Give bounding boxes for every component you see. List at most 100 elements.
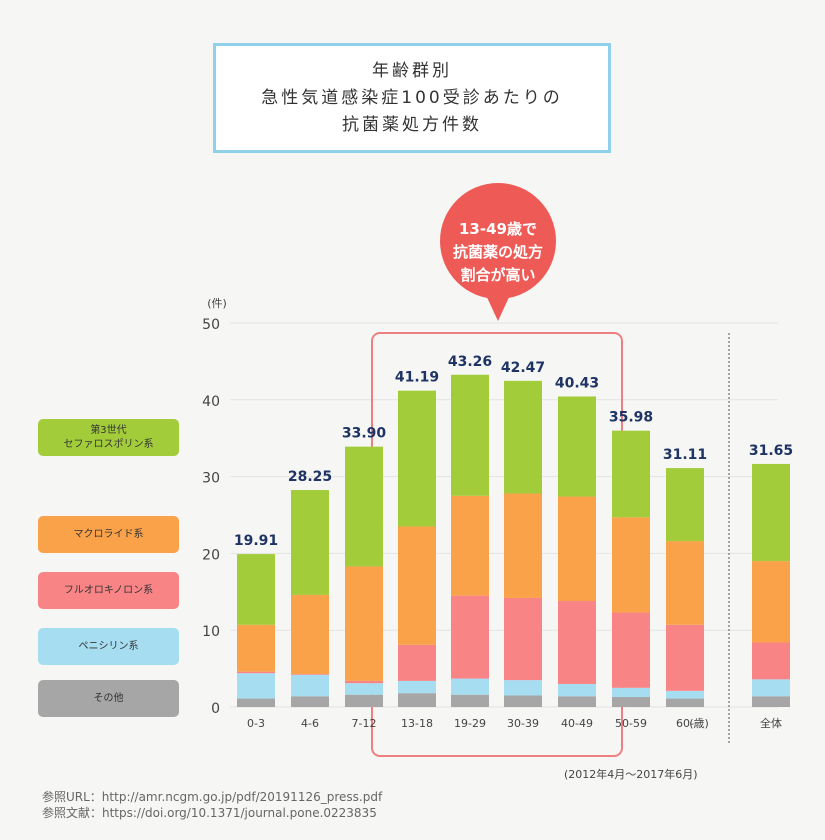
bar-segment-fluoroquinolone bbox=[612, 612, 650, 688]
bar-segment-macrolide bbox=[237, 624, 275, 672]
legend-macrolide: マクロライド系 bbox=[38, 516, 179, 553]
bar-segment-other bbox=[345, 694, 383, 707]
x-tick-label: 4-6 bbox=[301, 717, 319, 730]
x-tick-label: 60- bbox=[676, 717, 694, 730]
legend-penicillin-label: ペニシリン系 bbox=[78, 640, 139, 652]
callout-line-2: 抗菌薬の処方 bbox=[452, 243, 543, 261]
bar-segment-penicillin bbox=[451, 678, 489, 695]
bar-segment-fluoroquinolone bbox=[752, 642, 790, 680]
bar-segment-cephalosporin bbox=[291, 490, 329, 595]
bar-segment-cephalosporin bbox=[558, 396, 596, 497]
callout-text: 13-49歳で 抗菌薬の処方 割合が高い bbox=[423, 218, 573, 287]
x-tick-label: 7-12 bbox=[352, 717, 377, 730]
bar-segment-cephalosporin bbox=[451, 374, 489, 496]
bar-total-label: 41.19 bbox=[395, 370, 439, 386]
bar-segment-fluoroquinolone bbox=[345, 680, 383, 684]
bar-segment-other bbox=[291, 696, 329, 707]
legend-cephalosporin: 第3世代 セファロスポリン系 bbox=[38, 419, 179, 456]
bar-segment-other bbox=[451, 694, 489, 707]
bar-segment-penicillin bbox=[398, 680, 436, 694]
y-tick-label: 20 bbox=[202, 547, 220, 563]
bar-segment-fluoroquinolone bbox=[237, 671, 275, 674]
x-tick-label: 30-39 bbox=[507, 717, 539, 730]
bar-segment-macrolide bbox=[398, 526, 436, 645]
source-reference: 参照文献：https://doi.org/10.1371/journal.pon… bbox=[42, 806, 377, 820]
x-axis-unit: (歳) bbox=[689, 717, 709, 730]
bar-segment-other bbox=[398, 693, 436, 707]
bar-segment-cephalosporin bbox=[237, 554, 275, 625]
legend-fluoroquinolone: フルオロキノロン系 bbox=[38, 572, 179, 609]
bar-segment-penicillin bbox=[752, 679, 790, 697]
legend-other: その他 bbox=[38, 680, 179, 717]
bar-segment-macrolide bbox=[345, 566, 383, 681]
bar-segment-penicillin bbox=[666, 690, 704, 699]
bar-segment-cephalosporin bbox=[752, 463, 790, 562]
y-tick-label: 10 bbox=[202, 624, 220, 640]
bar-segment-penicillin bbox=[291, 674, 329, 697]
bar-segment-macrolide bbox=[558, 496, 596, 602]
legend-cephalosporin-line-2: セファロスポリン系 bbox=[63, 438, 154, 450]
bar-total-label: 19.91 bbox=[234, 533, 278, 549]
source-url: 参照URL：http://amr.ncgm.go.jp/pdf/20191126… bbox=[42, 790, 383, 804]
bar-segment-cephalosporin bbox=[504, 380, 542, 494]
bar-segment-fluoroquinolone bbox=[666, 624, 704, 691]
bar-segment-penicillin bbox=[237, 673, 275, 699]
y-axis-label: (件) bbox=[207, 297, 227, 310]
bar-segment-fluoroquinolone bbox=[398, 644, 436, 681]
legend-fluoroquinolone-label: フルオロキノロン系 bbox=[63, 584, 154, 596]
x-tick-label: 40-49 bbox=[561, 717, 593, 730]
bar-segment-other bbox=[666, 698, 704, 707]
chart-title-box: 年齢群別 急性気道感染症100受診あたりの 抗菌薬処方件数 bbox=[213, 43, 611, 153]
bar-total-label: 33.90 bbox=[342, 426, 387, 442]
bar-total-label: 40.43 bbox=[555, 375, 599, 391]
bar-segment-cephalosporin bbox=[345, 446, 383, 567]
bar-total-label: 28.25 bbox=[288, 469, 332, 485]
x-tick-label: 13-18 bbox=[401, 717, 433, 730]
bar-segment-penicillin bbox=[558, 683, 596, 697]
bar-segment-penicillin bbox=[504, 680, 542, 696]
bar-total-label: 31.65 bbox=[749, 443, 793, 459]
bar-total-label: 42.47 bbox=[501, 360, 545, 376]
chart-title-line-2: 急性気道感染症100受診あたりの bbox=[261, 87, 563, 108]
callout-line-1: 13-49歳で bbox=[459, 220, 537, 238]
callout-line-3: 割合が高い bbox=[460, 266, 536, 284]
bar-segment-cephalosporin bbox=[612, 430, 650, 518]
bar-total-label: 43.26 bbox=[448, 354, 492, 370]
callout-bubble bbox=[440, 183, 556, 321]
legend-macrolide-label: マクロライド系 bbox=[73, 528, 144, 540]
bar-segment-macrolide bbox=[752, 561, 790, 643]
bar-total-label: 35.98 bbox=[609, 410, 653, 426]
bar-segment-other bbox=[504, 695, 542, 707]
bar-segment-fluoroquinolone bbox=[291, 673, 329, 675]
y-tick-label: 40 bbox=[202, 394, 220, 410]
bar-segment-cephalosporin bbox=[398, 390, 436, 527]
bar-segment-other bbox=[752, 696, 790, 707]
legend-cephalosporin-line-1: 第3世代 bbox=[90, 424, 127, 436]
chart-title-line-3: 抗菌薬処方件数 bbox=[342, 114, 482, 135]
bar-total-label: 31.11 bbox=[663, 447, 707, 463]
x-tick-label: 0-3 bbox=[247, 717, 265, 730]
legend-other-label: その他 bbox=[93, 692, 124, 704]
bar-segment-fluoroquinolone bbox=[451, 595, 489, 679]
bar-segment-penicillin bbox=[345, 683, 383, 695]
bar-segment-macrolide bbox=[291, 594, 329, 674]
bar-segment-macrolide bbox=[666, 541, 704, 625]
bar-segment-other bbox=[237, 698, 275, 707]
bar-segment-macrolide bbox=[451, 495, 489, 596]
bar-segment-fluoroquinolone bbox=[504, 597, 542, 681]
bar-segment-penicillin bbox=[612, 687, 650, 698]
bar-segment-fluoroquinolone bbox=[558, 601, 596, 684]
bar-segment-cephalosporin bbox=[666, 468, 704, 542]
period-note: (2012年4月〜2017年6月) bbox=[564, 768, 698, 781]
chart-title-line-1: 年齢群別 bbox=[372, 60, 452, 81]
legend-penicillin: ペニシリン系 bbox=[38, 628, 179, 665]
bar-segment-macrolide bbox=[612, 517, 650, 613]
bar-segment-other bbox=[612, 697, 650, 707]
y-tick-label: 30 bbox=[202, 471, 220, 487]
y-tick-label: 50 bbox=[202, 317, 220, 333]
x-tick-label: 50-59 bbox=[615, 717, 647, 730]
x-tick-label: 19-29 bbox=[454, 717, 486, 730]
y-tick-label: 0 bbox=[211, 701, 220, 717]
bar-segment-macrolide bbox=[504, 493, 542, 598]
